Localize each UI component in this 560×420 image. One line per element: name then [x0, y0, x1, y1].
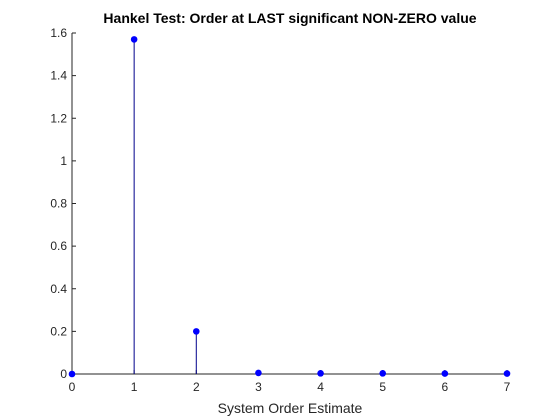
y-tick-label: 1.6 — [50, 26, 67, 40]
stem-marker — [68, 370, 76, 378]
x-tick-label: 7 — [504, 380, 511, 394]
stem-marker — [379, 370, 387, 377]
x-tick-label: 5 — [379, 380, 386, 394]
x-tick-label: 3 — [255, 380, 262, 394]
x-axis-title: System Order Estimate — [218, 400, 363, 416]
chart-title: Hankel Test: Order at LAST significant N… — [103, 10, 476, 26]
x-tick-label: 4 — [317, 380, 324, 394]
stem-marker — [192, 328, 200, 335]
x-tick-label: 0 — [69, 380, 76, 394]
x-tick-label: 6 — [442, 380, 449, 394]
stem-marker — [441, 370, 449, 377]
y-axis-ticks: 0 0.2 0.4 0.6 0.8 1 1.2 1.4 1.6 — [50, 26, 76, 381]
stem-markers — [68, 36, 511, 378]
y-tick-label: 1 — [60, 154, 67, 168]
y-tick-label: 1.2 — [50, 111, 67, 125]
stem-marker — [130, 36, 138, 43]
y-tick-label: 1.4 — [50, 69, 67, 83]
stem-marker — [255, 369, 262, 377]
y-tick-label: 0.6 — [50, 239, 67, 253]
x-tick-label: 1 — [131, 380, 138, 394]
stem-marker — [317, 370, 324, 377]
x-tick-label: 2 — [193, 380, 200, 394]
stem-marker — [503, 370, 511, 377]
y-tick-label: 0.4 — [50, 282, 67, 296]
y-tick-label: 0 — [60, 367, 67, 381]
y-tick-label: 0.8 — [50, 197, 67, 211]
y-tick-label: 0.2 — [50, 324, 67, 338]
